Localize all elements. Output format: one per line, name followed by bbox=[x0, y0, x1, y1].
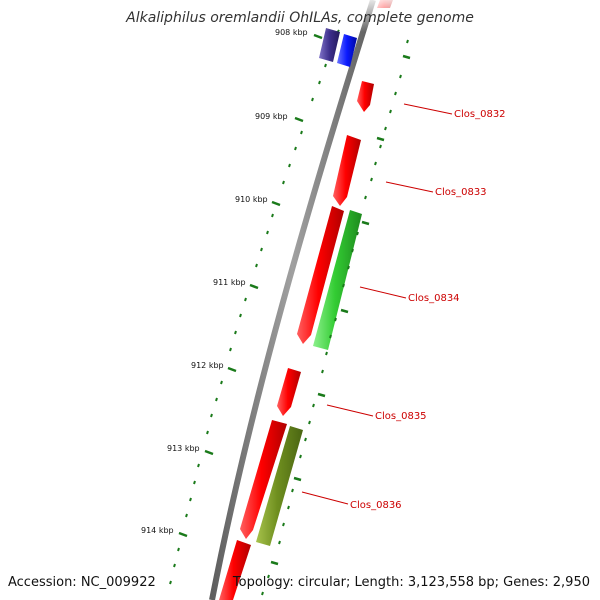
ruler-minor-ticks-inner bbox=[169, 29, 340, 585]
reverse-strand-genes bbox=[256, 28, 362, 546]
gene-purple bbox=[319, 28, 340, 62]
gene-clos-0836-rev bbox=[256, 426, 303, 546]
tick-label-910: 910 kbp bbox=[235, 195, 268, 204]
leader-clos-0832 bbox=[403, 103, 453, 115]
gene-labels: Clos_0832 Clos_0833 Clos_0834 Clos_0835 … bbox=[350, 109, 506, 511]
gene-clos-0833 bbox=[333, 135, 361, 206]
genome-backbone bbox=[209, 0, 376, 600]
gene-label-clos-0834: Clos_0834 bbox=[408, 293, 460, 304]
title-fade bbox=[0, 0, 600, 32]
tick-label-909: 909 kbp bbox=[255, 112, 288, 121]
gene-clos-0836-fwd bbox=[240, 420, 287, 539]
forward-strand-genes bbox=[219, 0, 393, 600]
leader-clos-0834 bbox=[359, 286, 407, 299]
gene-blue bbox=[337, 34, 357, 67]
leader-clos-0836 bbox=[301, 491, 349, 505]
ruler-tick-labels: 908 kbp 909 kbp 910 kbp 911 kbp 912 kbp … bbox=[141, 28, 308, 535]
tick-label-913: 913 kbp bbox=[167, 444, 200, 453]
gene-label-clos-0833: Clos_0833 bbox=[435, 187, 487, 198]
map-title: Alkaliphilus oremlandii OhILAs, complete… bbox=[125, 10, 474, 26]
genome-summary-text: Topology: circular; Length: 3,123,558 bp… bbox=[232, 575, 590, 590]
gene-bottom bbox=[219, 540, 251, 600]
gene-label-clos-0832: Clos_0832 bbox=[454, 109, 506, 120]
gene-label-clos-0835: Clos_0835 bbox=[375, 411, 427, 422]
tick-label-914: 914 kbp bbox=[141, 526, 174, 535]
ruler-minor-ticks-outer bbox=[261, 39, 411, 596]
tick-label-908: 908 kbp bbox=[275, 28, 308, 37]
gene-clos-0835 bbox=[277, 368, 301, 416]
tick-label-912: 912 kbp bbox=[191, 361, 224, 370]
tick-label-911: 911 kbp bbox=[213, 278, 246, 287]
gene-clos-0832 bbox=[357, 81, 374, 112]
accession-text: Accession: NC_009922 bbox=[8, 575, 156, 590]
ruler-major-ticks-inner bbox=[178, 33, 323, 538]
leader-clos-0835 bbox=[326, 404, 374, 417]
leader-clos-0833 bbox=[385, 181, 434, 193]
gene-label-clos-0836: Clos_0836 bbox=[350, 500, 402, 511]
gene-clos-0834-rev bbox=[313, 210, 362, 350]
gene-label-leaders bbox=[301, 103, 453, 505]
gene-clos-0834-fwd bbox=[297, 206, 344, 344]
